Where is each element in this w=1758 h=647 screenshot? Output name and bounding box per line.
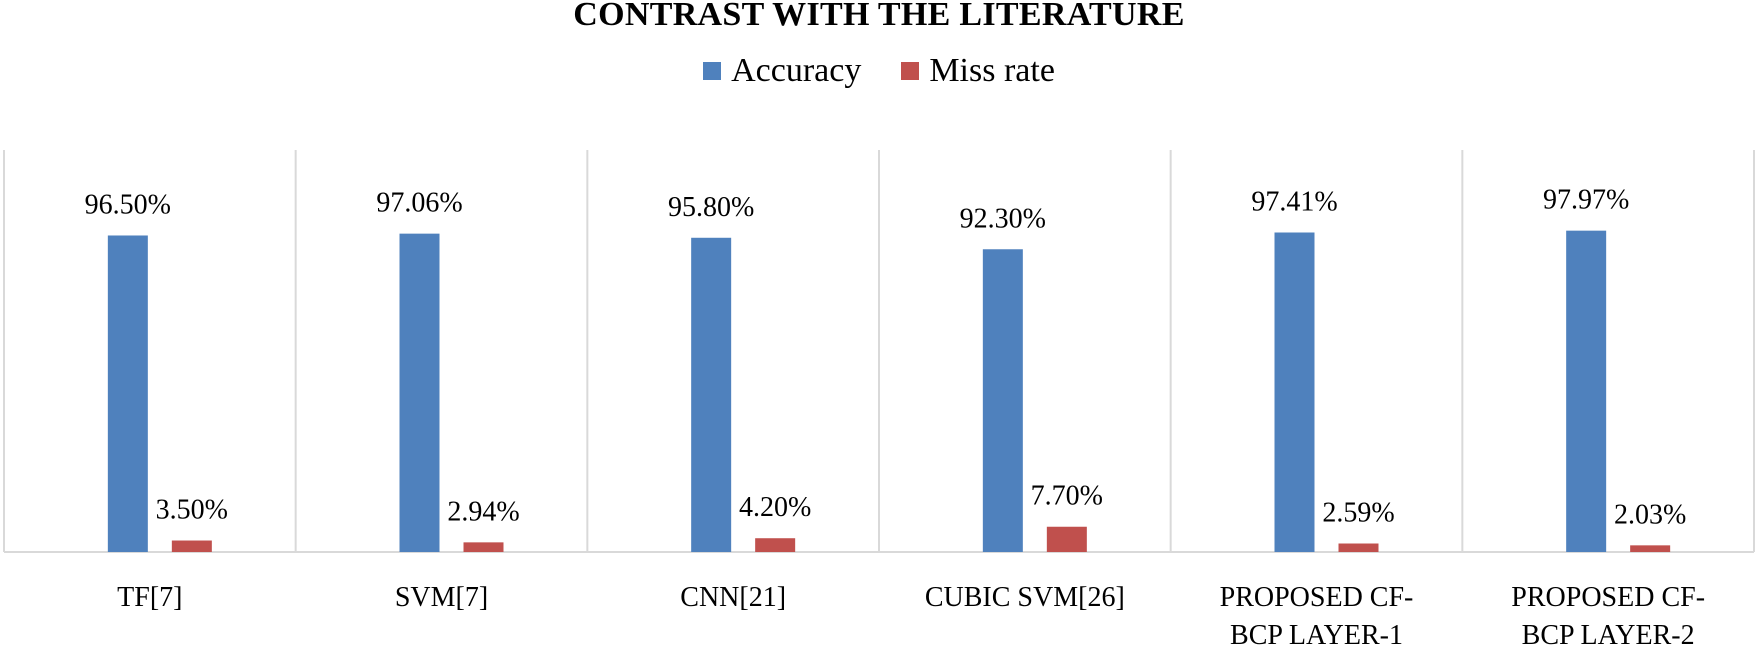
bar-miss-rate xyxy=(463,542,504,552)
data-label-accuracy: 95.80% xyxy=(668,192,754,223)
legend-item-miss-rate: Miss rate xyxy=(901,52,1055,90)
data-label-accuracy: 97.41% xyxy=(1251,186,1337,217)
bar-accuracy xyxy=(107,235,148,553)
bar-accuracy xyxy=(982,249,1023,553)
bar-accuracy xyxy=(1566,230,1607,553)
bar-miss-rate xyxy=(755,538,796,552)
x-tick-label: PROPOSED CF- xyxy=(1220,582,1414,613)
bar-miss-rate xyxy=(1630,545,1671,552)
data-label-accuracy: 97.06% xyxy=(376,188,462,219)
x-tick-label: SVM[7] xyxy=(395,582,488,613)
bar-accuracy xyxy=(1274,232,1315,553)
legend-item-accuracy: Accuracy xyxy=(703,52,861,90)
data-label-miss-rate: 2.59% xyxy=(1322,498,1394,529)
bar-miss-rate xyxy=(1338,543,1379,552)
data-label-accuracy: 97.97% xyxy=(1543,185,1629,216)
data-label-miss-rate: 3.50% xyxy=(156,495,228,526)
x-tick-label: CUBIC SVM[26] xyxy=(925,582,1125,613)
data-label-miss-rate: 7.70% xyxy=(1031,481,1103,512)
legend-swatch-miss-rate xyxy=(901,62,920,80)
data-label-accuracy: 92.30% xyxy=(960,203,1046,234)
x-tick-label: CNN[21] xyxy=(680,582,786,613)
x-tick-label: PROPOSED CF- xyxy=(1511,582,1705,613)
data-label-miss-rate: 2.03% xyxy=(1614,499,1686,530)
x-tick-label: BCP LAYER-2 xyxy=(1522,620,1695,647)
legend-label-accuracy: Accuracy xyxy=(731,52,862,89)
bar-miss-rate xyxy=(171,540,212,552)
bar-miss-rate xyxy=(1046,526,1087,552)
data-label-accuracy: 96.50% xyxy=(85,189,171,220)
legend-label-miss-rate: Miss rate xyxy=(929,52,1055,89)
data-label-miss-rate: 4.20% xyxy=(739,492,811,523)
x-tick-label: BCP LAYER-1 xyxy=(1230,620,1403,647)
chart-title: CONTRAST WITH THE LITERATURE xyxy=(573,0,1185,33)
x-tick-label: TF[7] xyxy=(117,582,182,613)
legend-swatch-accuracy xyxy=(703,62,722,80)
bar-accuracy xyxy=(691,237,732,552)
bar-accuracy xyxy=(399,233,440,553)
data-label-miss-rate: 2.94% xyxy=(447,496,519,527)
chart-legend: Accuracy Miss rate xyxy=(0,52,1758,90)
